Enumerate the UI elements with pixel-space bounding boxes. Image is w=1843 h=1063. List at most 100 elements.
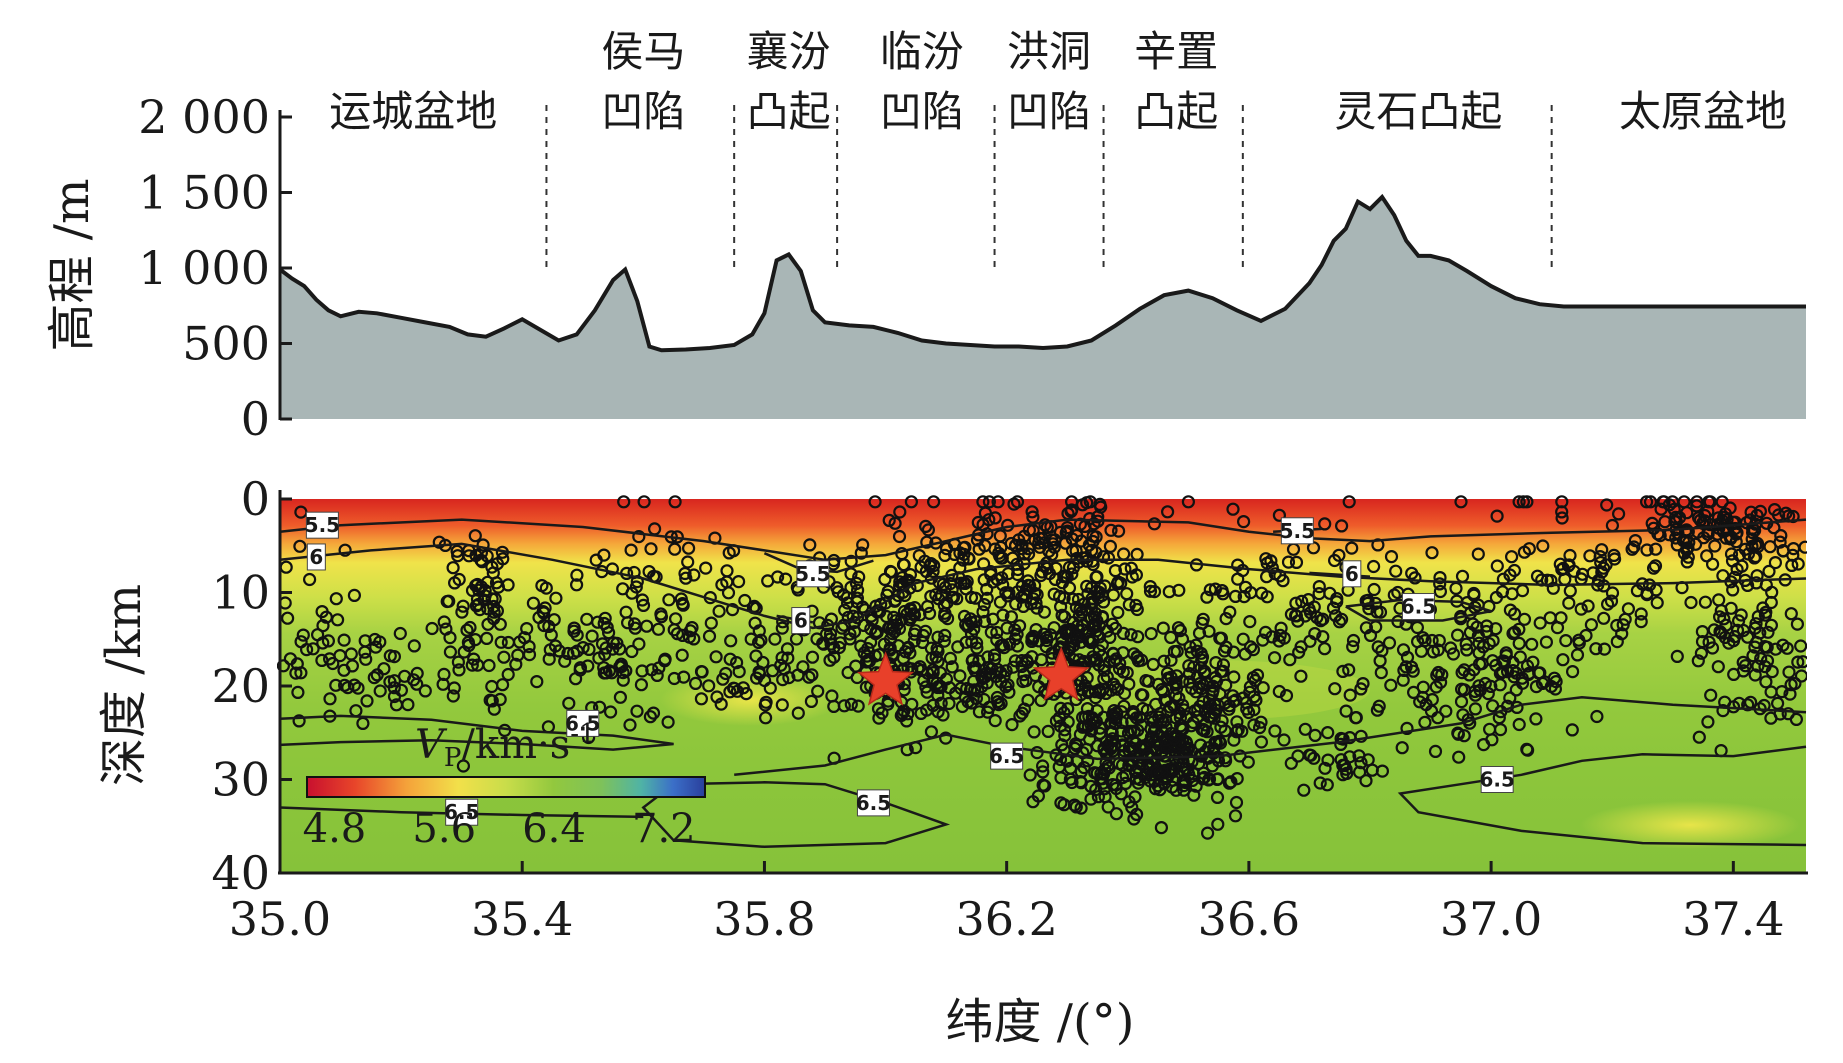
earthquake-marker — [1765, 664, 1779, 679]
earthquake-marker — [1243, 614, 1257, 629]
earthquake-marker — [1770, 696, 1785, 711]
earthquake-marker — [1410, 620, 1425, 635]
earthquake-marker — [901, 573, 915, 587]
earthquake-marker — [1649, 542, 1663, 556]
earthquake-marker — [1493, 722, 1508, 737]
earthquake-marker — [844, 697, 858, 711]
earthquake-marker — [1760, 654, 1775, 668]
earthquake-marker — [1451, 727, 1466, 741]
earthquake-marker — [1634, 614, 1648, 629]
earthquake-marker — [1104, 734, 1118, 748]
earthquake-marker — [496, 678, 510, 692]
earthquake-marker — [623, 718, 637, 732]
earthquake-marker — [329, 592, 343, 606]
earthquake-marker — [977, 614, 992, 629]
earthquake-marker — [723, 652, 737, 666]
earthquake-marker — [1032, 536, 1046, 550]
earthquake-marker — [739, 686, 753, 701]
earthquake-marker — [1669, 531, 1683, 545]
earthquake-marker — [1691, 511, 1706, 525]
earthquake-marker — [1023, 768, 1037, 782]
earthquake-marker — [730, 684, 745, 698]
earthquake-marker — [1336, 732, 1350, 746]
contour-label: 6.5 — [565, 711, 600, 735]
earthquake-marker — [1539, 635, 1554, 649]
earthquake-marker — [1371, 640, 1385, 654]
earthquake-marker — [570, 628, 584, 642]
earthquake-marker — [455, 605, 469, 619]
earthquake-marker — [921, 523, 936, 537]
earthquake-marker — [1581, 599, 1595, 613]
earthquake-marker — [1246, 642, 1261, 657]
earthquake-marker — [977, 692, 991, 707]
earthquake-marker — [939, 731, 953, 745]
earthquake-marker — [1370, 703, 1385, 717]
contour-label: 6.5 — [856, 791, 891, 815]
earthquake-marker — [1365, 763, 1379, 777]
elevation-y-label: 高程 /m — [44, 179, 100, 352]
earthquake-marker — [950, 592, 964, 606]
earthquake-marker — [1512, 495, 1526, 509]
earthquake-marker — [1352, 765, 1367, 779]
earthquake-marker — [1298, 722, 1312, 736]
earthquake-marker — [1207, 742, 1221, 756]
earthquake-marker — [945, 660, 959, 674]
earthquake-marker — [838, 603, 852, 617]
earthquake-marker — [1476, 737, 1491, 752]
earthquake-marker — [695, 665, 709, 679]
earthquake-marker — [854, 546, 868, 560]
earthquake-marker — [512, 635, 527, 649]
velocity-contours: 5.5 5.5 5.5 6 6 6 6.5 6.5 6.5 6.5 6.5 6.5 — [279, 511, 1807, 849]
earthquake-marker — [1187, 788, 1201, 802]
elevation-y-ticks: 0 500 1 000 1 500 2 000 — [138, 90, 292, 446]
earthquake-marker — [1256, 633, 1270, 647]
earthquake-marker — [509, 657, 523, 671]
colorbar-title-subscript: P — [444, 743, 462, 773]
region-label-line2: 灵石凸起 — [1334, 87, 1502, 136]
earthquake-marker — [1149, 697, 1163, 711]
earthquake-marker — [481, 617, 495, 631]
earthquake-marker — [476, 538, 490, 552]
earthquake-marker — [1536, 539, 1550, 553]
earthquake-marker — [1345, 541, 1359, 555]
contour-label: 6 — [1345, 562, 1359, 586]
contour-label-box — [305, 511, 339, 539]
earthquake-marker — [675, 648, 689, 662]
elevation-y-tick-label: 1 500 — [138, 166, 270, 220]
earthquake-marker — [1791, 655, 1805, 669]
earthquake-marker — [1227, 670, 1241, 684]
earthquake-marker — [712, 604, 726, 618]
earthquake-marker — [1042, 544, 1056, 558]
earthquake-marker — [1584, 618, 1599, 632]
earthquake-marker — [1231, 723, 1245, 737]
earthquake-marker — [1747, 551, 1762, 565]
earthquake-marker — [744, 632, 758, 646]
earthquake-marker — [1764, 711, 1778, 725]
earthquake-marker — [1517, 612, 1532, 626]
earthquake-marker — [465, 658, 479, 672]
earthquake-marker — [714, 697, 728, 711]
earthquake-marker — [1116, 665, 1130, 679]
contour-label-box — [566, 709, 600, 737]
earthquake-marker — [1254, 735, 1269, 749]
earthquake-marker — [934, 696, 948, 710]
earthquake-marker — [463, 620, 477, 635]
contour-label: 6 — [794, 609, 808, 633]
earthquake-marker — [450, 544, 464, 558]
earthquake-marker — [1454, 694, 1469, 709]
earthquake-marker — [1779, 506, 1793, 520]
earthquake-marker — [1425, 546, 1439, 560]
earthquake-marker — [359, 652, 373, 666]
earthquake-marker — [1556, 653, 1570, 667]
earthquake-marker — [1555, 511, 1569, 525]
earthquake-marker — [1099, 756, 1113, 770]
earthquake-marker — [1701, 527, 1715, 541]
earthquake-marker — [986, 612, 1000, 626]
earthquake-marker — [1284, 756, 1298, 770]
earthquake-marker — [598, 611, 612, 625]
earthquake-marker — [1211, 772, 1225, 786]
earthquake-marker — [1126, 706, 1141, 720]
earthquake-marker — [1226, 502, 1240, 516]
earthquake-marker — [290, 657, 304, 671]
earthquake-marker — [1173, 623, 1188, 638]
